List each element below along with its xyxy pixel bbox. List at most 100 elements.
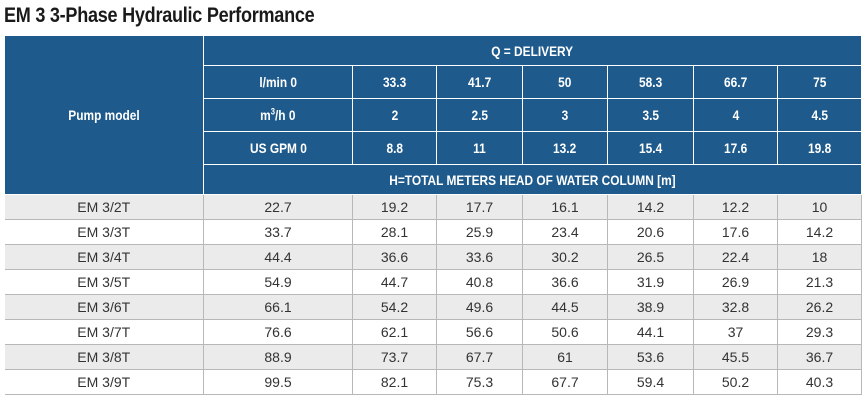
m3h-value: 4 [693, 98, 778, 132]
head-value-cell: 36.7 [777, 344, 862, 370]
m3h-value: 2 [352, 98, 437, 132]
lmin-value: 75 [777, 65, 862, 99]
gpm-value: 11 [436, 131, 523, 165]
head-value-cell: 26.2 [777, 294, 862, 320]
head-value-cell: 29.3 [777, 319, 862, 345]
pump-model-cell: EM 3/5T [4, 269, 204, 295]
head-value-cell: 82.1 [352, 369, 437, 395]
delivery-header: Q = DELIVERY [203, 35, 862, 66]
table-row: EM 3/4T 44.4 36.6 33.6 30.2 26.5 22.4 18 [4, 244, 862, 270]
head-value-cell: 88.9 [203, 344, 353, 370]
head-value-cell: 76.6 [203, 319, 353, 345]
head-value-cell: 18 [777, 244, 862, 270]
lmin-value: 58.3 [607, 65, 694, 99]
head-value-cell: 54.2 [352, 294, 437, 320]
pump-model-cell: EM 3/4T [4, 244, 204, 270]
head-value-cell: 66.1 [203, 294, 353, 320]
head-value-cell: 30.2 [522, 244, 608, 270]
head-value-cell: 26.5 [607, 244, 694, 270]
performance-table: Pump model Q = DELIVERY l/min 0 33.3 41.… [4, 35, 862, 395]
pump-model-cell: EM 3/2T [4, 194, 204, 220]
head-value-cell: 17.7 [436, 194, 523, 220]
head-value-cell: 19.2 [352, 194, 437, 220]
pump-model-cell: EM 3/9T [4, 369, 204, 395]
head-value-cell: 14.2 [607, 194, 694, 220]
pump-model-cell: EM 3/8T [4, 344, 204, 370]
head-value-cell: 38.9 [607, 294, 694, 320]
gpm-row: US GPM 0 8.8 11 13.2 15.4 17.6 19.8 [5, 131, 862, 165]
table-header: Pump model Q = DELIVERY l/min 0 33.3 41.… [4, 35, 862, 195]
head-value-cell: 17.6 [693, 219, 778, 245]
lmin-row: l/min 0 33.3 41.7 50 58.3 66.7 75 [5, 65, 862, 99]
head-value-cell: 22.4 [693, 244, 778, 270]
head-value-cell: 67.7 [522, 369, 608, 395]
head-value-cell: 33.6 [436, 244, 523, 270]
table-row: EM 3/6T 66.1 54.2 49.6 44.5 38.9 32.8 26… [4, 294, 862, 320]
head-value-cell: 32.8 [693, 294, 778, 320]
head-value-cell: 10 [777, 194, 862, 220]
head-value-cell: 26.9 [693, 269, 778, 295]
gpm-value: 13.2 [522, 131, 608, 165]
pump-model-cell: EM 3/3T [4, 219, 204, 245]
gpm-value: 19.8 [777, 131, 862, 165]
head-value-cell: 40.8 [436, 269, 523, 295]
gpm-value: 8.8 [352, 131, 437, 165]
head-value-cell: 59.4 [607, 369, 694, 395]
head-value-cell: 50.6 [522, 319, 608, 345]
table-row: EM 3/2T 22.7 19.2 17.7 16.1 14.2 12.2 10 [4, 194, 862, 220]
lmin-value: 41.7 [436, 65, 523, 99]
table-row: EM 3/8T 88.9 73.7 67.7 61 53.6 45.5 36.7 [4, 344, 862, 370]
pump-model-header: Pump model [4, 35, 204, 195]
head-value-cell: 36.6 [522, 269, 608, 295]
gpm-value: 15.4 [607, 131, 694, 165]
pump-model-cell: EM 3/6T [4, 294, 204, 320]
head-value-cell: 16.1 [522, 194, 608, 220]
head-value-cell: 23.4 [522, 219, 608, 245]
head-value-cell: 12.2 [693, 194, 778, 220]
head-value-cell: 67.7 [436, 344, 523, 370]
head-value-cell: 75.3 [436, 369, 523, 395]
table-row: EM 3/7T 76.6 62.1 56.6 50.6 44.1 37 29.3 [4, 319, 862, 345]
table-row: EM 3/9T 99.5 82.1 75.3 67.7 59.4 50.2 40… [4, 369, 862, 395]
head-value-cell: 49.6 [436, 294, 523, 320]
head-value-cell: 99.5 [203, 369, 353, 395]
head-value-cell: 22.7 [203, 194, 353, 220]
head-value-cell: 54.9 [203, 269, 353, 295]
head-value-cell: 40.3 [777, 369, 862, 395]
head-value-cell: 44.7 [352, 269, 437, 295]
head-value-cell: 33.7 [203, 219, 353, 245]
lmin-value: 66.7 [693, 65, 778, 99]
head-value-cell: 56.6 [436, 319, 523, 345]
m3h-label: m3/h 0 [203, 98, 353, 132]
head-value-cell: 44.1 [607, 319, 694, 345]
head-value-cell: 45.5 [693, 344, 778, 370]
head-value-cell: 28.1 [352, 219, 437, 245]
head-value-cell: 73.7 [352, 344, 437, 370]
m3h-value: 2.5 [436, 98, 523, 132]
table-body: EM 3/2T 22.7 19.2 17.7 16.1 14.2 12.2 10… [4, 194, 862, 395]
table-row: EM 3/5T 54.9 44.7 40.8 36.6 31.9 26.9 21… [4, 269, 862, 295]
head-value-cell: 53.6 [607, 344, 694, 370]
head-value-cell: 44.4 [203, 244, 353, 270]
lmin-value: 33.3 [352, 65, 437, 99]
head-value-cell: 14.2 [777, 219, 862, 245]
head-value-cell: 61 [522, 344, 608, 370]
m3h-value: 3 [522, 98, 608, 132]
head-value-cell: 20.6 [607, 219, 694, 245]
m3h-value: 4.5 [777, 98, 862, 132]
head-value-cell: 25.9 [436, 219, 523, 245]
head-header: H=TOTAL METERS HEAD OF WATER COLUMN [m] [203, 164, 862, 195]
head-value-cell: 44.5 [522, 294, 608, 320]
head-value-cell: 36.6 [352, 244, 437, 270]
m3h-row: m3/h 0 2 2.5 3 3.5 4 4.5 [5, 98, 862, 132]
head-value-cell: 21.3 [777, 269, 862, 295]
gpm-value: 17.6 [693, 131, 778, 165]
head-value-cell: 31.9 [607, 269, 694, 295]
head-value-cell: 50.2 [693, 369, 778, 395]
gpm-label: US GPM 0 [203, 131, 353, 165]
pump-model-cell: EM 3/7T [4, 319, 204, 345]
table-row: EM 3/3T 33.7 28.1 25.9 23.4 20.6 17.6 14… [4, 219, 862, 245]
lmin-label: l/min 0 [203, 65, 353, 99]
head-value-cell: 62.1 [352, 319, 437, 345]
page-title: EM 3 3-Phase Hydraulic Performance [4, 4, 315, 27]
